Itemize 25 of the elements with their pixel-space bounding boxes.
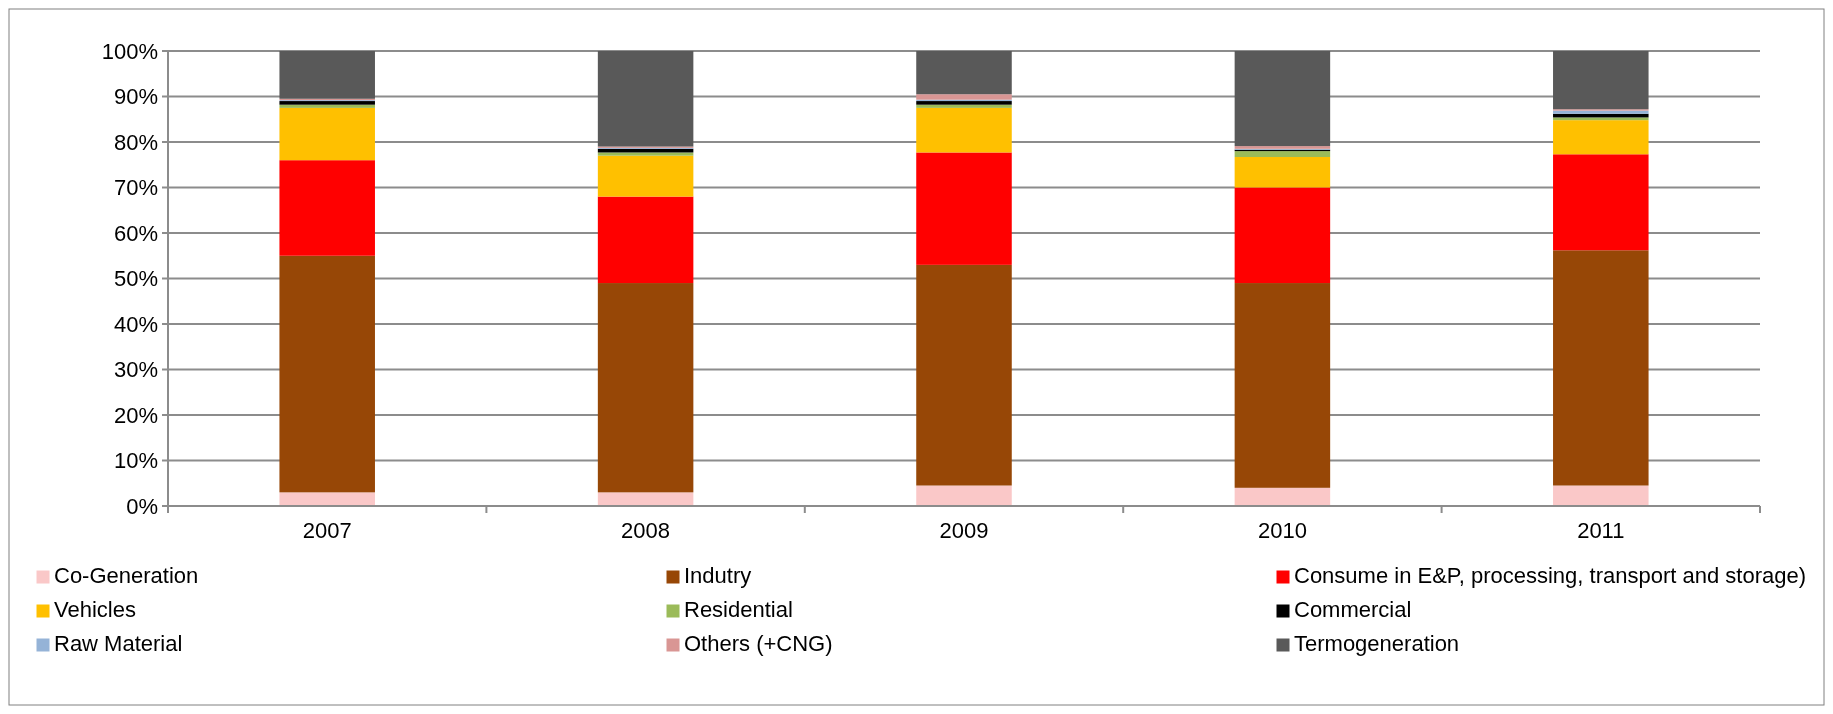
y-tick-label: 0% bbox=[126, 493, 158, 519]
legend-label: Indutry bbox=[684, 563, 752, 588]
legend-label: Co-Generation bbox=[54, 563, 199, 588]
y-tick-label: 70% bbox=[113, 175, 158, 201]
x-tick-label: 2009 bbox=[939, 518, 989, 543]
legend-label: Commercial bbox=[1294, 597, 1412, 622]
x-tick-label: 2007 bbox=[302, 518, 352, 543]
legend-label: Others (+CNG) bbox=[684, 631, 833, 656]
y-tick-label: 50% bbox=[113, 266, 158, 292]
x-tick-label: 2008 bbox=[621, 518, 671, 543]
legend-label: Consume in E&P, processing, transport and storage) bbox=[1294, 563, 1806, 588]
y-tick-label: 60% bbox=[113, 220, 158, 246]
legend-label: Termogeneration bbox=[1294, 631, 1460, 656]
x-tick-label: 2011 bbox=[1577, 518, 1625, 543]
y-tick-label: 100% bbox=[101, 38, 158, 64]
y-tick-label: 10% bbox=[113, 448, 158, 474]
legend-label: Raw Material bbox=[54, 631, 183, 656]
y-tick-label: 20% bbox=[113, 402, 158, 428]
y-tick-label: 40% bbox=[113, 311, 158, 337]
legend-label: Residential bbox=[684, 597, 793, 622]
y-tick-label: 90% bbox=[113, 84, 158, 110]
x-tick-label: 2010 bbox=[1257, 518, 1307, 543]
y-tick-label: 30% bbox=[113, 357, 158, 383]
y-tick-label: 80% bbox=[113, 129, 158, 155]
legend-label: Vehicles bbox=[54, 597, 136, 622]
